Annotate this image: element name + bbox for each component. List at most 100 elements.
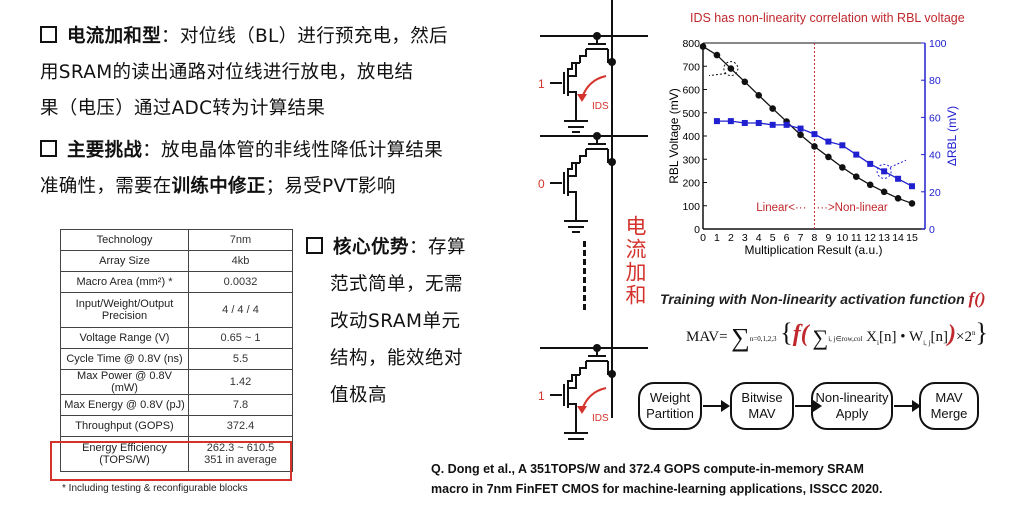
data-point-delta-rbl <box>867 160 874 167</box>
ellipsis-dot <box>583 259 586 265</box>
x-tick-label: 8 <box>812 232 818 244</box>
spec-value: 0.0032 <box>188 271 293 293</box>
x-tick-label: 6 <box>784 232 790 244</box>
bullet-text-line: 值极高 <box>330 385 388 406</box>
formula-sub: i <box>877 339 879 347</box>
y-tick-label: 200 <box>682 178 700 190</box>
bullet-text: ；易受PVT影响 <box>265 176 396 197</box>
y2-tick-label: 80 <box>929 75 941 87</box>
bullet-heading: 电流加和型 <box>67 26 162 47</box>
bullet-text-line: 范式简单，无需 <box>330 274 464 295</box>
linear-label: Linear<··· <box>756 202 806 214</box>
sram-circuit-diagram: 1 IDS 0 1 IDS <box>538 0 648 440</box>
f-symbol: f( <box>792 321 809 347</box>
bullet-box-icon <box>40 140 57 157</box>
sram-cell: 0 <box>538 132 648 233</box>
data-point-rbl-voltage <box>811 143 818 150</box>
bullet-emphasis: 训练中修正 <box>171 176 266 197</box>
nonlinear-label: ···>Non-linear <box>816 202 887 214</box>
y2-tick-label: 0 <box>929 224 935 236</box>
flow-arrow-icon <box>703 400 730 412</box>
spec-label: Cycle Time @ 0.8V (ns) <box>60 348 189 370</box>
spec-label: Throughput (GOPS) <box>60 415 189 437</box>
bullet-text: ：放电晶体管的非线性降低计算结果 <box>142 140 444 161</box>
spec-label: Array Size <box>60 250 189 272</box>
series-line-rbl-voltage <box>702 45 913 205</box>
bullet-box-icon <box>306 237 323 254</box>
y-tick-label: 500 <box>682 108 700 120</box>
paren: ) <box>948 321 956 347</box>
formula-power: n <box>971 329 976 337</box>
flow-step-bitwise-mav: Bitwise MAV <box>730 382 794 430</box>
data-point-rbl-voltage <box>727 65 735 72</box>
spec-value: 4 / 4 / 4 <box>188 292 293 328</box>
pulldown-transistor <box>550 162 588 233</box>
flow-arrow-icon <box>795 400 822 412</box>
y-tick-label: 400 <box>682 131 700 143</box>
chart-title: IDS has non-linearity correlation with R… <box>690 11 965 25</box>
y-tick-label: 300 <box>682 154 700 166</box>
ellipsis-dot <box>583 250 586 256</box>
current-sum-label: 电流加和 <box>623 215 647 307</box>
spec-value: 7nm <box>188 229 293 251</box>
sum-subscript: n=0,1,2,3 <box>749 335 777 343</box>
y-axis-label: RBL Voltage (mV) <box>667 88 681 184</box>
spec-value: 1.42 <box>188 369 293 395</box>
junction-dot <box>608 370 616 378</box>
data-point-rbl-voltage <box>839 164 846 171</box>
flow-step-mav-merge: MAV Merge <box>919 382 979 430</box>
data-point-delta-rbl <box>825 138 832 145</box>
training-title: Training with Non-linearity activation f… <box>660 289 986 309</box>
x-tick-label: 4 <box>756 232 762 244</box>
table-row: Macro Area (mm²) * 0.0032 <box>60 271 293 293</box>
spec-value-line: 351 in average <box>204 454 277 466</box>
ellipsis-dot <box>583 268 586 274</box>
data-point-rbl-voltage <box>866 181 874 189</box>
spec-label: Voltage Range (V) <box>60 327 189 349</box>
y-tick-label: 800 <box>682 38 700 50</box>
x-tick-label: 14 <box>892 232 904 244</box>
x-tick-label: 15 <box>906 232 918 244</box>
data-point-delta-rbl <box>811 131 818 138</box>
table-row: Voltage Range (V) 0.65 ~ 1 <box>60 327 293 349</box>
x-tick-label: 11 <box>851 232 862 244</box>
y2-tick-label: 40 <box>929 150 941 162</box>
ellipsis-dot <box>583 277 586 283</box>
cell-input-value: 1 <box>538 389 545 403</box>
spec-label: Input/Weight/Output Precision <box>60 292 189 328</box>
y-tick-label: 0 <box>694 224 700 236</box>
formula-mid: [n] • W <box>878 329 924 345</box>
formula-x: X <box>866 329 878 345</box>
access-transistor <box>579 36 612 63</box>
pulldown-transistor <box>550 374 588 440</box>
ellipsis-dot <box>583 295 586 301</box>
current-arrowhead-icon <box>577 94 587 102</box>
spec-label: Technology <box>60 229 189 251</box>
table-row: Max Power @ 0.8V (mW) 1.42 <box>60 369 293 395</box>
data-point-delta-rbl <box>727 118 734 125</box>
data-point-delta-rbl <box>713 118 720 125</box>
flow-step-nonlinearity-apply: Non-linearity Apply <box>811 382 893 430</box>
citation-line: Q. Dong et al., A 351TOPS/W and 372.4 GO… <box>431 462 864 476</box>
data-point-delta-rbl <box>853 151 860 158</box>
bullet-challenge: 主要挑战：放电晶体管的非线性降低计算结果 <box>40 136 443 162</box>
bullet-text-line: 用SRAM的读出通路对位线进行放电，放电结 <box>40 62 414 83</box>
x-tick-label: 9 <box>825 232 831 244</box>
data-point-rbl-voltage <box>769 105 776 112</box>
data-point-rbl-voltage <box>880 188 888 196</box>
spec-label: Max Energy @ 0.8V (pJ) <box>60 394 189 416</box>
table-row: Cycle Time @ 0.8V (ns) 5.5 <box>60 348 293 370</box>
table-footnote: * Including testing & reconfigurable blo… <box>62 483 248 494</box>
flow-arrow-icon <box>894 400 921 412</box>
activation-function-label: f() <box>968 289 986 308</box>
y2-axis-label: ΔRBL (mV) <box>945 106 959 166</box>
bullet-current-sum: 电流加和型：对位线（BL）进行预充电，然后 <box>40 22 448 48</box>
ellipsis-dot <box>583 241 586 247</box>
spec-label: Max Power @ 0.8V (mW) <box>60 369 189 395</box>
formula-end: [n] <box>930 329 949 345</box>
table-row: Input/Weight/Output Precision 4 / 4 / 4 <box>60 292 293 328</box>
data-point-delta-rbl <box>839 142 846 149</box>
formula-times: ×2 <box>956 329 972 345</box>
data-point-delta-rbl <box>741 119 748 126</box>
sram-cell: 1 IDS <box>538 32 648 133</box>
